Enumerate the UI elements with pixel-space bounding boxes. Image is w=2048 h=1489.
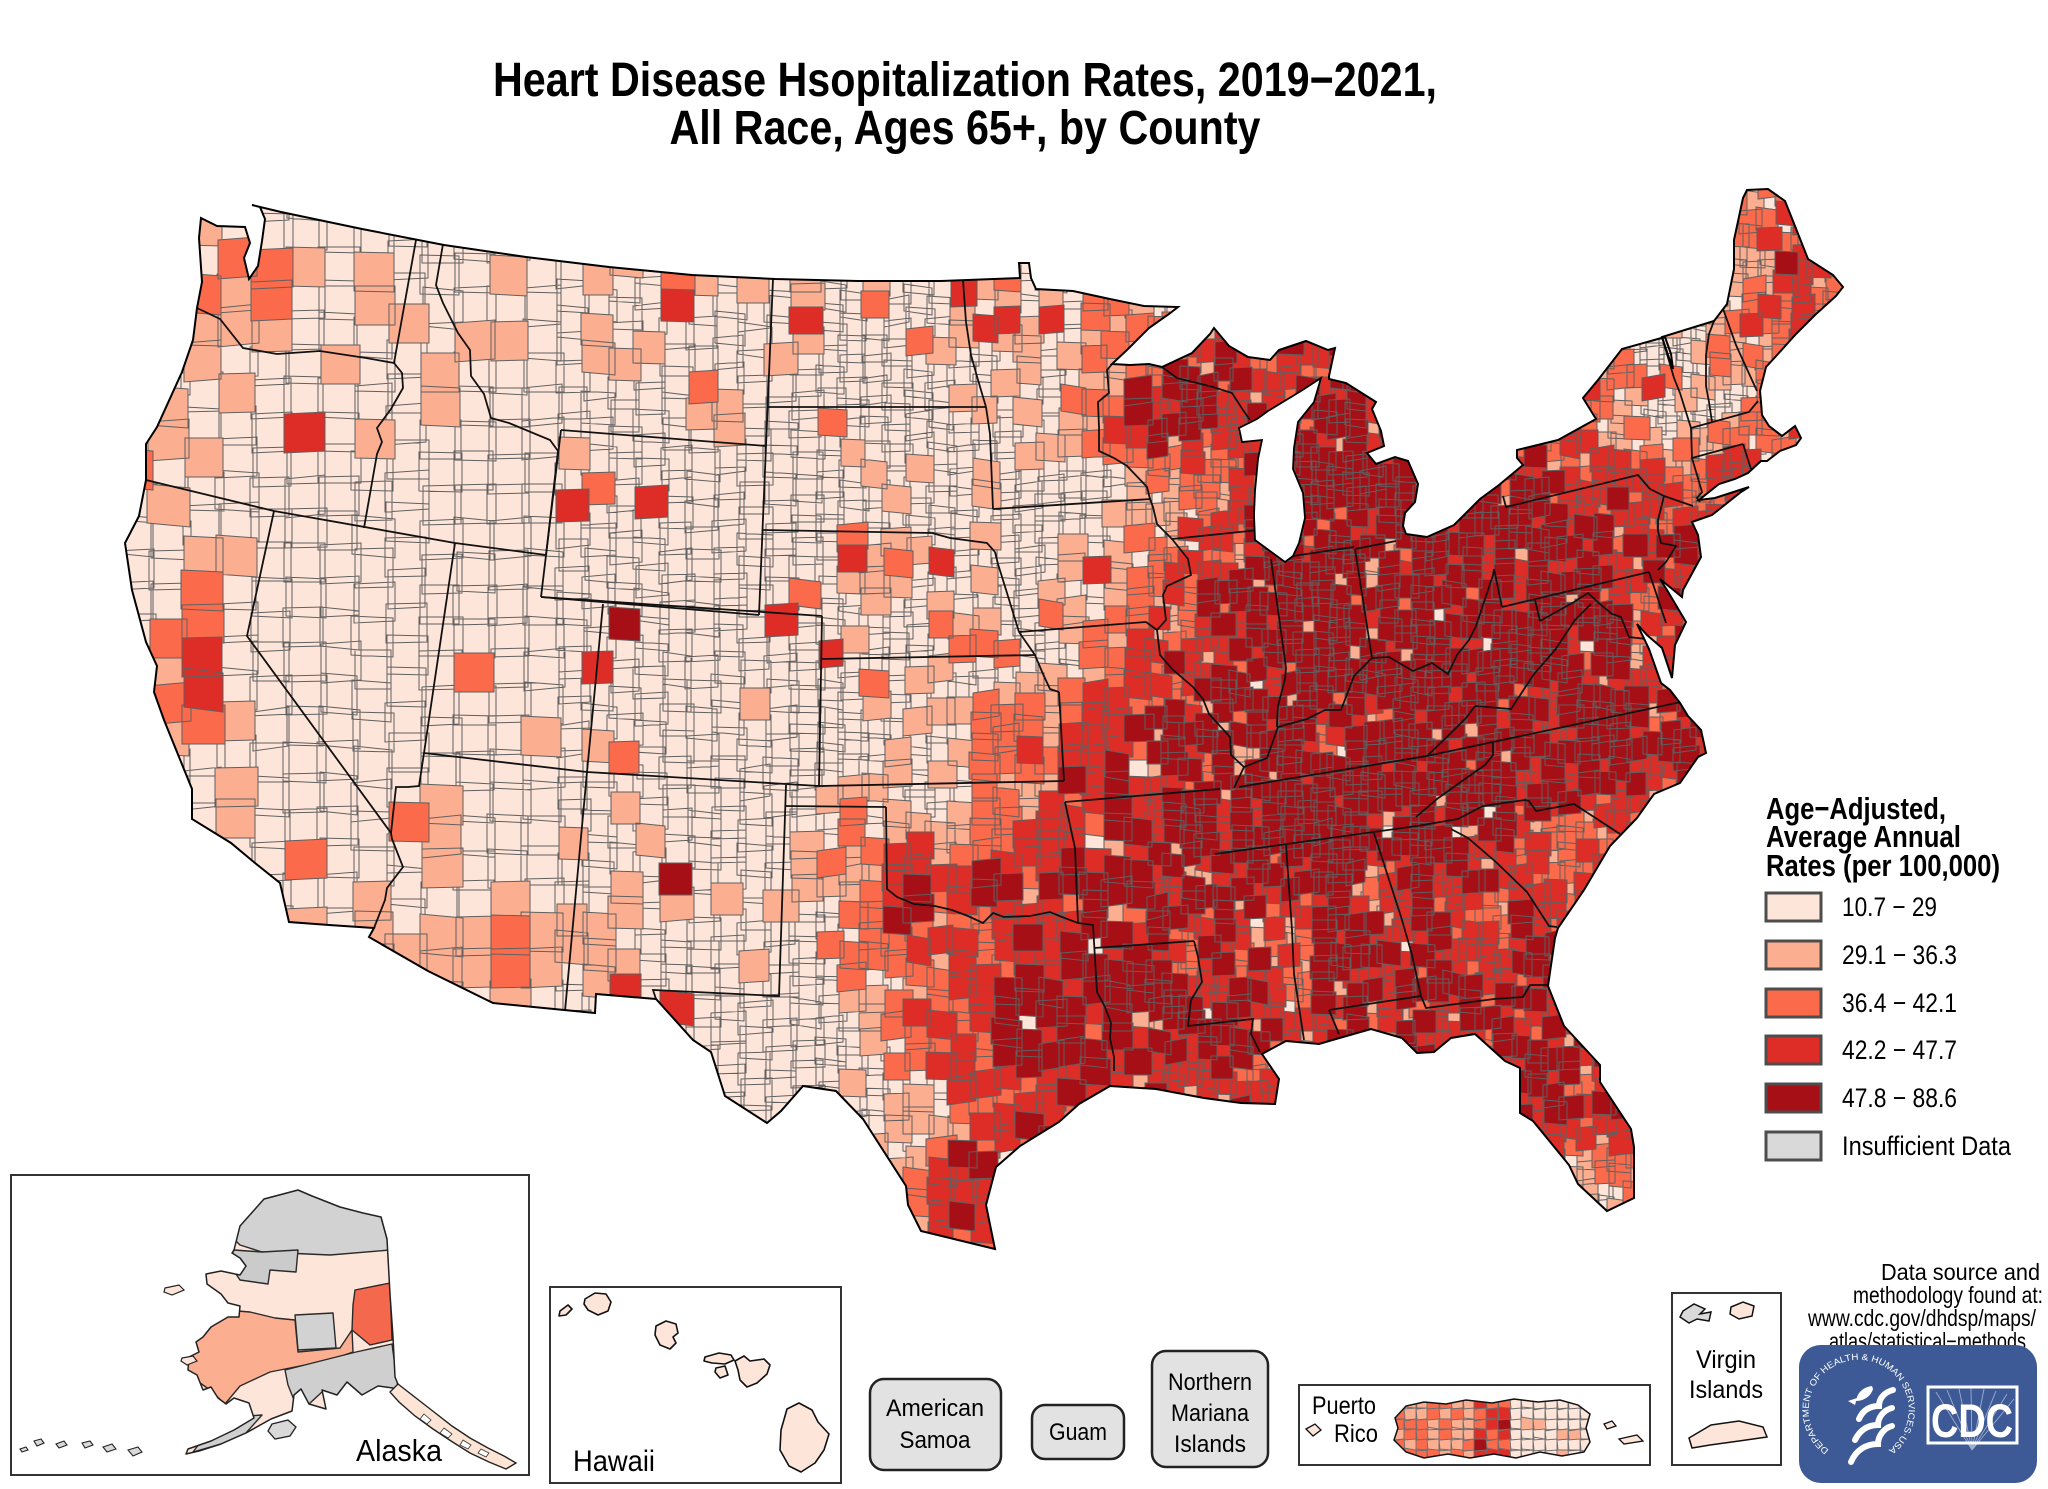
svg-text:methodology found at:: methodology found at: [1853,1282,2043,1308]
svg-text:Islands: Islands [1689,1376,1763,1404]
svg-text:42.2 − 47.7: 42.2 − 47.7 [1842,1035,1957,1065]
svg-text:Average Annual: Average Annual [1766,819,1961,854]
svg-text:Data source and: Data source and [1881,1259,2040,1285]
svg-text:Mariana: Mariana [1171,1400,1250,1427]
svg-text:10.7 − 29: 10.7 − 29 [1842,892,1937,922]
svg-text:Age−Adjusted,: Age−Adjusted, [1766,791,1946,826]
svg-text:Islands: Islands [1174,1431,1246,1458]
svg-text:Guam: Guam [1049,1419,1107,1446]
svg-text:Alaska: Alaska [356,1433,443,1468]
svg-text:Northern: Northern [1168,1369,1252,1396]
svg-text:Insufficient Data: Insufficient Data [1842,1131,2012,1161]
svg-text:Rico: Rico [1334,1420,1378,1448]
svg-text:Samoa: Samoa [900,1427,972,1454]
svg-text:www.cdc.gov/dhdsp/maps/: www.cdc.gov/dhdsp/maps/ [1807,1305,2036,1331]
svg-text:29.1 − 36.3: 29.1 − 36.3 [1842,940,1957,970]
svg-text:36.4 − 42.1: 36.4 − 42.1 [1842,988,1957,1018]
svg-text:Heart Disease Hsopitalization: Heart Disease Hsopitalization Rates, 201… [493,54,1437,107]
svg-text:Puerto: Puerto [1312,1392,1376,1420]
svg-text:CDC: CDC [1931,1394,2013,1447]
svg-text:Virgin: Virgin [1696,1346,1756,1374]
svg-text:47.8 − 88.6: 47.8 − 88.6 [1842,1083,1957,1113]
svg-text:Hawaii: Hawaii [573,1445,655,1478]
svg-text:Rates (per 100,000): Rates (per 100,000) [1766,848,2000,883]
svg-text:American: American [886,1395,984,1422]
svg-text:All Race, Ages 65+, by County: All Race, Ages 65+, by County [670,102,1261,155]
